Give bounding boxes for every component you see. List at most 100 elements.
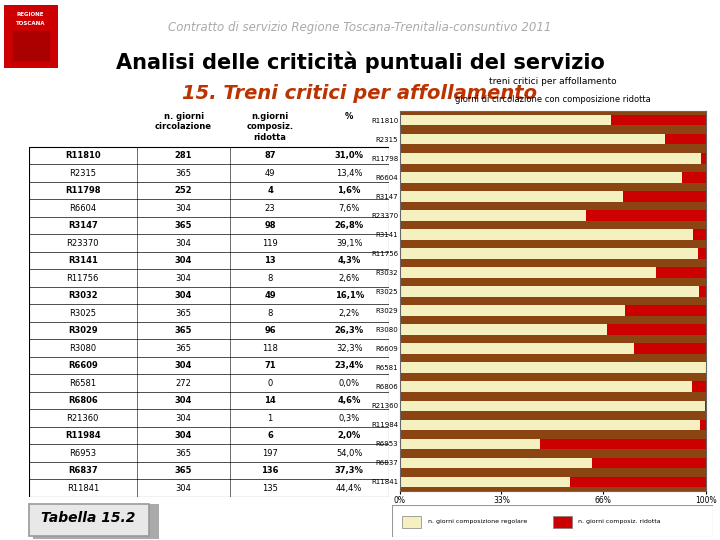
Bar (665, 134, 706, 145)
Text: R21360: R21360 (67, 414, 99, 423)
Bar (400, 305, 625, 316)
Text: 304: 304 (175, 291, 192, 300)
Text: R11756: R11756 (67, 274, 99, 282)
Bar (400, 343, 634, 354)
Text: 365: 365 (176, 449, 192, 457)
Text: 87: 87 (264, 151, 276, 160)
Bar (400, 381, 691, 392)
Text: 31,0%: 31,0% (335, 151, 364, 160)
Text: %: % (345, 112, 354, 121)
Text: R11798: R11798 (65, 186, 101, 195)
Bar (624, 191, 706, 201)
Bar (400, 153, 701, 164)
Text: treni critici per affollamento: treni critici per affollamento (489, 77, 616, 86)
Text: n.giorni
composiz.
ridotta: n.giorni composiz. ridotta (246, 112, 294, 141)
Text: 26,3%: 26,3% (335, 326, 364, 335)
Text: R23370: R23370 (66, 239, 99, 248)
Bar (553, 516, 572, 528)
Text: 2,0%: 2,0% (338, 431, 361, 440)
Bar (400, 286, 699, 297)
Text: 44,4%: 44,4% (336, 483, 362, 492)
Bar (701, 153, 706, 164)
Text: 304: 304 (176, 239, 192, 248)
Bar (29, 480, 389, 497)
Text: 54,0%: 54,0% (336, 449, 362, 457)
Text: 365: 365 (175, 326, 192, 335)
Text: 13,4%: 13,4% (336, 168, 362, 178)
Text: R3032: R3032 (68, 291, 98, 300)
Text: R3029: R3029 (68, 326, 98, 335)
Text: R3141: R3141 (68, 256, 98, 265)
Text: R2315: R2315 (69, 168, 96, 178)
Text: 15. Treni critici per affollamento: 15. Treni critici per affollamento (182, 84, 538, 103)
Bar (29, 427, 389, 444)
Text: Contratto di servizio Regione Toscana-Trenitalia-consuntivo 2011: Contratto di servizio Regione Toscana-Tr… (168, 21, 552, 33)
Bar (607, 325, 706, 335)
Text: 304: 304 (175, 396, 192, 405)
Text: 365: 365 (176, 308, 192, 318)
Text: TOSCANA: TOSCANA (16, 21, 45, 26)
Bar (29, 269, 389, 287)
Text: 304: 304 (176, 204, 192, 213)
Text: 365: 365 (175, 466, 192, 475)
Text: 281: 281 (175, 151, 192, 160)
Bar (29, 374, 389, 392)
Text: 118: 118 (262, 343, 278, 353)
Text: 16,1%: 16,1% (335, 291, 364, 300)
Text: 304: 304 (176, 274, 192, 282)
Bar (698, 248, 706, 259)
Text: R3147: R3147 (68, 221, 98, 230)
Bar (29, 287, 389, 305)
Text: 6: 6 (267, 431, 273, 440)
Bar (699, 286, 706, 297)
Text: 49: 49 (265, 168, 275, 178)
Bar (400, 420, 700, 430)
Text: 7,6%: 7,6% (338, 204, 360, 213)
Bar (691, 381, 706, 392)
Bar (693, 229, 706, 240)
Bar (400, 477, 570, 487)
Text: R6604: R6604 (69, 204, 96, 213)
Text: 365: 365 (176, 168, 192, 178)
Text: 4,3%: 4,3% (338, 256, 361, 265)
Bar (400, 229, 693, 240)
Text: 8: 8 (267, 274, 273, 282)
Bar (29, 392, 389, 409)
Bar (683, 172, 706, 183)
Text: R6806: R6806 (68, 396, 98, 405)
Text: 304: 304 (175, 256, 192, 265)
Bar (705, 401, 706, 411)
Text: 8: 8 (267, 308, 273, 318)
Bar (29, 322, 389, 339)
Text: R6837: R6837 (68, 466, 98, 475)
Bar (586, 210, 706, 221)
Text: 2,2%: 2,2% (338, 308, 360, 318)
Bar (400, 325, 607, 335)
Text: R11810: R11810 (65, 151, 101, 160)
Text: R6953: R6953 (69, 449, 96, 457)
Bar (625, 305, 706, 316)
Bar (400, 401, 705, 411)
Bar (29, 217, 389, 234)
Bar (29, 234, 389, 252)
Text: 197: 197 (262, 449, 278, 457)
Text: Tabella 15.2: Tabella 15.2 (41, 511, 135, 525)
Text: 37,3%: 37,3% (335, 466, 364, 475)
Text: REGIONE: REGIONE (17, 11, 45, 17)
Text: 0: 0 (267, 379, 273, 388)
Text: 0,0%: 0,0% (338, 379, 360, 388)
Text: 14: 14 (264, 396, 276, 405)
Bar (29, 164, 389, 182)
Text: giorni di circolazione con composizione ridotta: giorni di circolazione con composizione … (455, 95, 650, 104)
Text: R3080: R3080 (69, 343, 96, 353)
Bar (12, 30, 50, 62)
Text: 1,6%: 1,6% (338, 186, 361, 195)
Bar (29, 409, 389, 427)
Text: 304: 304 (175, 431, 192, 440)
Text: 71: 71 (264, 361, 276, 370)
Text: R11984: R11984 (65, 431, 101, 440)
Text: 26,8%: 26,8% (335, 221, 364, 230)
Text: 96: 96 (264, 326, 276, 335)
Text: 4,6%: 4,6% (338, 396, 361, 405)
Bar (400, 191, 624, 201)
